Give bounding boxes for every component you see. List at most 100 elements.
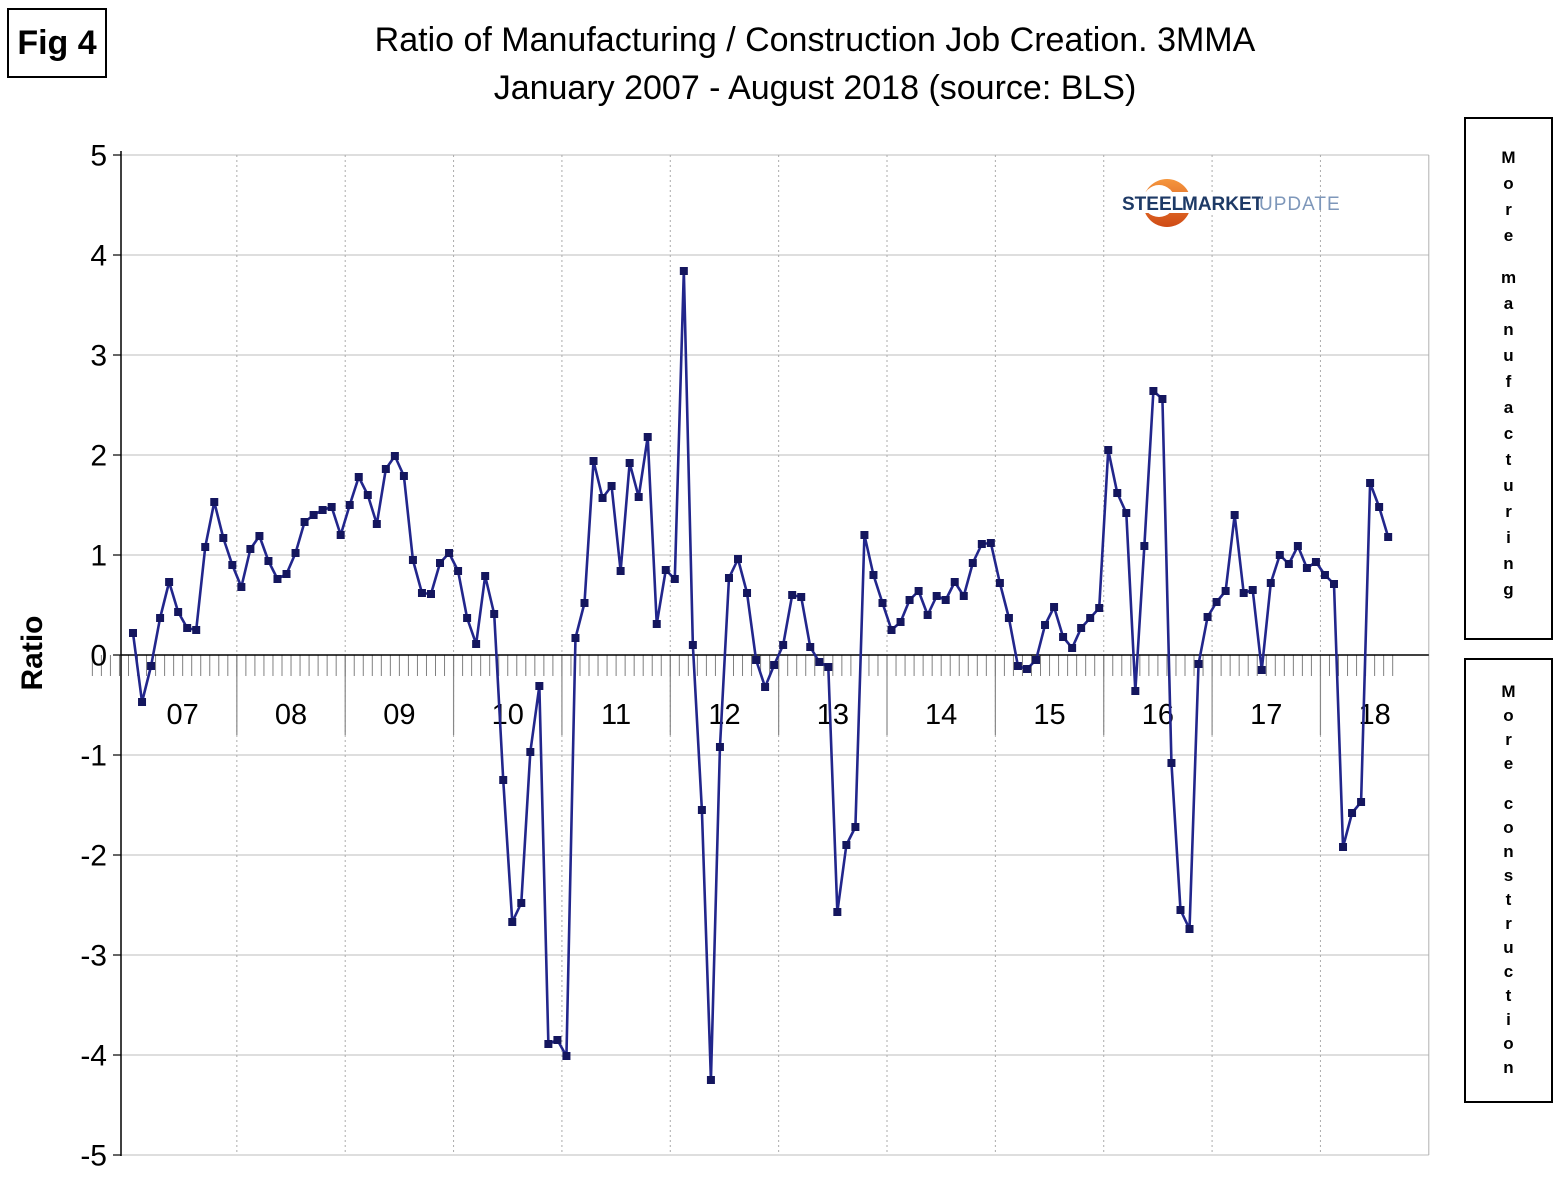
logo-text-market: MARKET: [1182, 194, 1264, 215]
figure-number-label: Fig 4: [17, 23, 97, 62]
data-point-marker: [291, 549, 300, 557]
y-tick-label: 4: [90, 240, 107, 273]
y-tick-label: -1: [80, 740, 107, 773]
data-point-marker: [625, 459, 634, 467]
vertical-letter: f: [1505, 372, 1512, 391]
data-point-marker: [634, 493, 643, 501]
year-label: 14: [925, 699, 957, 731]
vertical-letter: u: [1503, 476, 1514, 495]
data-point-marker: [1013, 662, 1022, 670]
vertical-letter: u: [1503, 346, 1514, 365]
data-point-marker: [1104, 446, 1113, 454]
vertical-letter: o: [1503, 174, 1514, 193]
chart-title-block: Ratio of Manufacturing / Construction Jo…: [150, 16, 1480, 112]
data-point-marker: [1086, 614, 1095, 622]
vertical-letter: r: [1505, 502, 1512, 521]
data-point-marker: [806, 643, 815, 651]
data-point-marker: [228, 561, 237, 569]
logo-text-update: UPDATE: [1259, 194, 1341, 215]
data-point-marker: [1140, 542, 1149, 550]
y-tick-label: 1: [90, 540, 107, 573]
data-point-marker: [156, 614, 165, 622]
data-point-marker: [544, 1040, 553, 1048]
data-point-marker: [724, 574, 733, 582]
data-point-marker: [237, 583, 246, 591]
data-point-marker: [851, 823, 860, 831]
data-point-marker: [390, 452, 399, 460]
data-point-marker: [1167, 759, 1176, 767]
data-point-marker: [878, 599, 887, 607]
data-point-marker: [679, 267, 688, 275]
data-point-marker: [842, 841, 851, 849]
data-point-marker: [905, 596, 914, 604]
data-point-marker: [616, 567, 625, 575]
data-point-marker: [941, 596, 950, 604]
y-tick-label: 5: [90, 140, 107, 173]
data-point-marker: [481, 572, 490, 580]
data-point-marker: [309, 511, 318, 519]
year-label: 07: [167, 699, 199, 731]
logo-text-steel: STEEL: [1122, 194, 1184, 215]
data-point-marker: [824, 663, 833, 671]
vertical-letter: m: [1500, 268, 1517, 287]
data-point-marker: [463, 614, 472, 622]
data-point-marker: [706, 1076, 715, 1084]
data-point-marker: [923, 611, 932, 619]
data-point-marker: [499, 776, 508, 784]
vertical-letter: r: [1505, 200, 1512, 219]
y-tick-label: 2: [90, 440, 107, 473]
data-point-marker: [697, 806, 706, 814]
data-point-marker: [165, 578, 174, 586]
data-point-marker: [1320, 571, 1329, 579]
data-point-marker: [445, 549, 454, 557]
vertical-letter: r: [1505, 730, 1512, 749]
vertical-letter: i: [1506, 528, 1511, 547]
data-point-marker: [1059, 633, 1068, 641]
data-point-marker: [1004, 614, 1013, 622]
data-point-marker: [129, 629, 137, 637]
data-point-marker: [860, 531, 869, 539]
vertical-letter: c: [1503, 962, 1514, 981]
vertical-letter: t: [1505, 890, 1512, 909]
data-point-marker: [580, 599, 589, 607]
data-point-marker: [508, 918, 517, 926]
data-point-marker: [1329, 580, 1338, 588]
vertical-letter: a: [1503, 294, 1514, 313]
data-point-marker: [1032, 656, 1040, 664]
data-point-marker: [147, 662, 156, 670]
data-point-marker: [1185, 925, 1194, 933]
data-point-marker: [788, 591, 797, 599]
data-point-marker: [1339, 843, 1348, 851]
series-line: [131, 269, 1390, 1082]
vertical-letter: t: [1505, 450, 1512, 469]
data-point-marker: [995, 579, 1004, 587]
chart-title: Ratio of Manufacturing / Construction Jo…: [374, 21, 1256, 59]
year-label: 12: [708, 699, 740, 731]
data-point-marker: [1041, 621, 1050, 629]
data-point-marker: [300, 518, 309, 526]
figure-number-box: Fig 4: [7, 8, 107, 78]
vertical-letter: c: [1503, 794, 1514, 813]
data-point-marker: [1221, 587, 1230, 595]
vertical-letter: c: [1503, 424, 1514, 443]
data-point-marker: [1348, 809, 1357, 817]
data-point-marker: [327, 503, 336, 511]
data-point-marker: [192, 626, 201, 634]
data-point-marker: [526, 748, 535, 756]
y-tick-label: -2: [80, 840, 107, 873]
word-gap: [1466, 776, 1551, 792]
data-point-marker: [652, 620, 661, 628]
data-point-marker: [914, 587, 923, 595]
data-point-marker: [1068, 644, 1077, 652]
year-label: 09: [383, 699, 415, 731]
data-point-marker: [1302, 564, 1311, 572]
vertical-letter: t: [1505, 986, 1512, 1005]
data-point-marker: [815, 658, 824, 666]
data-point-marker: [219, 534, 228, 542]
data-point-marker: [896, 618, 905, 626]
data-point-marker: [959, 592, 968, 600]
data-point-marker: [734, 555, 743, 563]
data-point-marker: [1248, 586, 1257, 594]
